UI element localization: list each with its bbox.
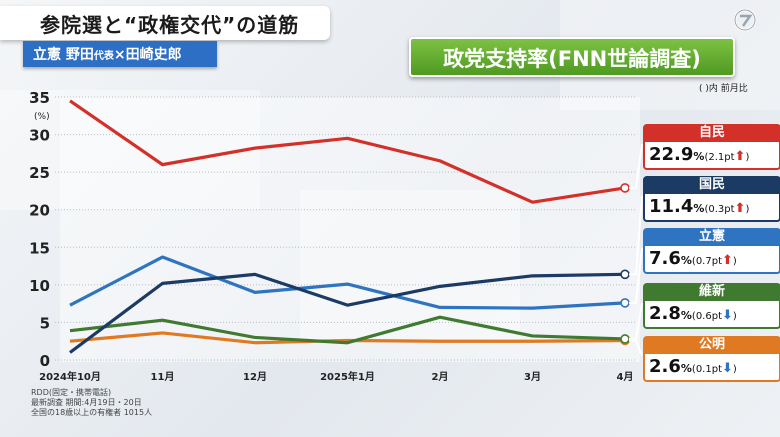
y-tick-label: 15 xyxy=(29,239,50,257)
party-name: 公明 xyxy=(643,336,780,354)
arrow-up-icon: ⬆ xyxy=(734,149,746,164)
y-tick-label: 0 xyxy=(40,352,50,370)
support-rate: 2.6 xyxy=(649,356,681,377)
party-name: 自民 xyxy=(643,124,780,142)
arrow-down-icon: ⬇ xyxy=(722,361,733,376)
party-label: 国民 11.4%(0.3pt⬆) xyxy=(643,176,780,222)
change-value: (2.1pt xyxy=(704,152,735,163)
subtitle-tail: ×田崎史郎 xyxy=(113,47,182,63)
percent-sign: % xyxy=(693,202,705,215)
percent-sign: % xyxy=(680,254,692,267)
series-end-point xyxy=(620,298,630,308)
party-name: 立憲 xyxy=(643,228,780,246)
change-close: ) xyxy=(745,152,750,163)
series-end-point xyxy=(620,183,630,193)
subtitle-main: 立憲 野田 xyxy=(33,47,94,63)
header-title-bar: 参院選と“政権交代”の道筋 xyxy=(0,6,330,40)
source-note: RDD(固定・携帯電話) 最新調査 期間:4月19日・20日 全国の18歳以上の… xyxy=(31,388,152,418)
x-tick-label: 2月 xyxy=(432,371,449,383)
arrow-up-icon: ⬆ xyxy=(722,253,733,268)
percent-sign: % xyxy=(680,309,692,322)
change-value: (0.7pt xyxy=(691,256,722,267)
chart-title-box: 政党支持率(FNN世論調査) xyxy=(409,37,735,77)
party-value: 11.4%(0.3pt⬆) xyxy=(643,194,780,222)
x-tick-label: 3月 xyxy=(524,371,541,383)
y-tick-label: 25 xyxy=(29,164,50,182)
arrow-up-icon: ⬆ xyxy=(734,201,746,216)
party-value: 2.8%(0.6pt⬇) xyxy=(643,301,780,329)
chart-title: 政党支持率(FNN世論調査) xyxy=(443,47,701,71)
background-panel xyxy=(300,190,520,340)
y-axis-unit: (%) xyxy=(34,112,50,122)
label-connector xyxy=(629,339,643,357)
y-tick-label: 20 xyxy=(29,202,50,220)
subtitle-bar: 立憲 野田代表×田崎史郎 xyxy=(23,41,217,67)
x-tick-label: 11月 xyxy=(151,371,175,383)
party-label: 自民 22.9%(2.1pt⬆) xyxy=(643,124,780,170)
label-connector xyxy=(629,195,643,276)
series-line xyxy=(69,315,626,345)
change-close: ) xyxy=(732,311,737,322)
support-rate: 7.6 xyxy=(649,248,681,269)
series-end-point xyxy=(620,334,630,344)
series-end-point xyxy=(620,269,630,280)
x-tick-label: 2024年10月 xyxy=(39,370,101,383)
change-close: ) xyxy=(732,256,737,267)
x-tick-label: 12月 xyxy=(243,371,267,383)
plot-area xyxy=(60,97,640,362)
party-label: 公明 2.6%(0.1pt⬇) xyxy=(643,336,780,382)
support-rate: 22.9 xyxy=(649,144,694,165)
y-tick-label: 30 xyxy=(29,127,50,145)
y-tick-label: 10 xyxy=(29,277,50,295)
party-label: 維新 2.8%(0.6pt⬇) xyxy=(643,283,780,329)
series-line xyxy=(69,331,626,345)
support-rate: 2.8 xyxy=(649,303,681,324)
x-tick-label: 4月 xyxy=(617,371,634,383)
change-close: ) xyxy=(745,204,750,215)
legend-note: ( )内 前月比 xyxy=(699,84,748,94)
subtitle-text: 立憲 野田代表×田崎史郎 xyxy=(33,44,182,64)
change-value: (0.6pt xyxy=(691,311,722,322)
party-name: 国民 xyxy=(643,176,780,194)
party-label: 立憲 7.6%(0.7pt⬆) xyxy=(643,228,780,274)
series-line xyxy=(69,255,626,310)
percent-sign: % xyxy=(680,362,692,375)
subtitle-small: 代表 xyxy=(93,51,114,62)
party-value: 22.9%(2.1pt⬆) xyxy=(643,142,780,170)
change-close: ) xyxy=(732,364,737,375)
broadcaster-logo-icon xyxy=(733,8,757,32)
x-tick-label: 2025年1月 xyxy=(320,370,375,383)
label-connector xyxy=(629,302,643,340)
label-connector xyxy=(629,143,643,189)
support-rate: 11.4 xyxy=(649,196,694,217)
source-line: 最新調査 期間:4月19日・20日 xyxy=(31,398,142,407)
party-name: 維新 xyxy=(643,283,780,301)
y-tick-label: 5 xyxy=(40,314,50,332)
label-connector xyxy=(629,247,643,304)
page-title: 参院選と“政権交代”の道筋 xyxy=(40,13,300,37)
change-value: (0.3pt xyxy=(704,204,735,215)
series-line xyxy=(69,99,626,204)
source-line: 全国の18歳以上の有権者 1015人 xyxy=(31,408,153,417)
source-line: RDD(固定・携帯電話) xyxy=(31,388,112,397)
change-value: (0.1pt xyxy=(691,364,722,375)
party-value: 2.6%(0.1pt⬇) xyxy=(643,354,780,382)
y-tick-label: 35 xyxy=(29,89,50,107)
percent-sign: % xyxy=(693,150,705,163)
arrow-down-icon: ⬇ xyxy=(722,308,733,323)
party-value: 7.6%(0.7pt⬆) xyxy=(643,246,780,274)
series-line xyxy=(69,272,626,354)
background-panel xyxy=(0,90,260,210)
